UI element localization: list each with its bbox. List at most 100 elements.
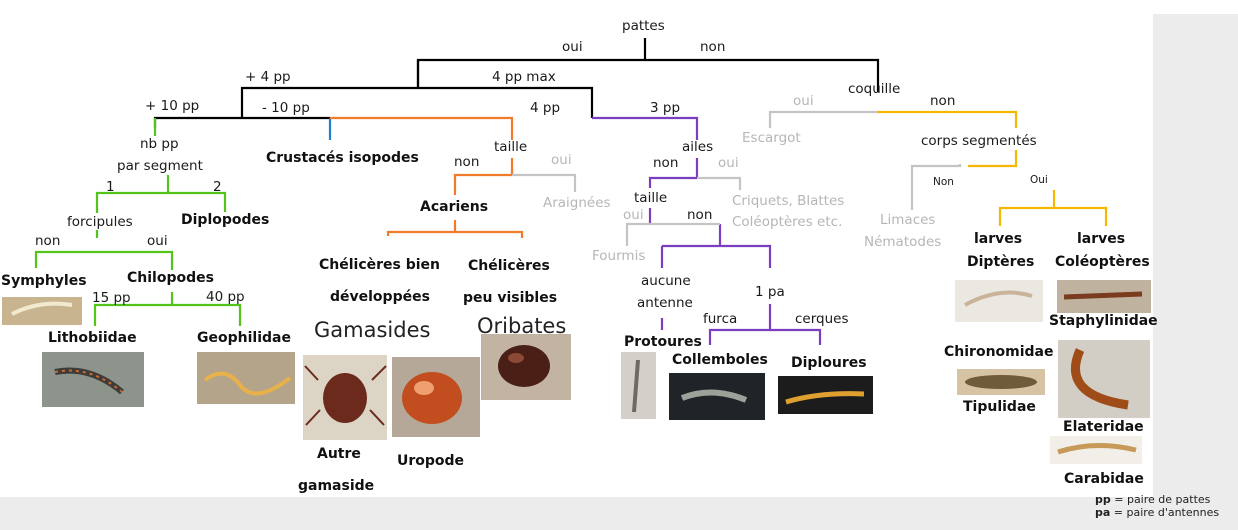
label-15pp: 15 pp	[92, 290, 131, 306]
label-oui-coquille: oui	[793, 93, 814, 109]
label-corps-segmentes: corps segmentés	[921, 133, 1037, 149]
label-collemboles: Collemboles	[672, 352, 768, 368]
label-coleopteres-etc: Coléoptères etc.	[732, 214, 843, 230]
label-oui-segmentes: Oui	[1030, 174, 1048, 186]
label-limaces: Limaces	[880, 212, 936, 228]
label-crustaces-isopodes: Crustacés isopodes	[266, 150, 419, 166]
label-par-segment: par segment	[117, 158, 203, 174]
label-escargot: Escargot	[742, 130, 801, 146]
label-autre: Autre	[317, 446, 361, 462]
label-oui-taille: oui	[551, 152, 572, 168]
label-antenne: antenne	[637, 295, 693, 311]
label-coquille: coquille	[848, 81, 901, 97]
label-dipteres: Diptères	[967, 254, 1035, 270]
photo-protoures	[621, 352, 656, 419]
label-diploures: Diploures	[791, 355, 867, 371]
label-oui-top: oui	[562, 39, 583, 55]
label-staphylinidae: Staphylinidae	[1049, 313, 1158, 329]
orange-branches	[330, 116, 524, 238]
label-nb-pp: nb pp	[140, 136, 179, 152]
label-gamaside: gamaside	[298, 478, 375, 494]
label-forcipules: forcipules	[67, 214, 133, 230]
label-2: 2	[213, 179, 222, 195]
photo-carabidae	[1050, 436, 1142, 464]
photo-gamaside	[303, 355, 387, 440]
label-1: 1	[106, 179, 115, 195]
label-oui-forcipules: oui	[147, 233, 168, 249]
label-chilopodes: Chilopodes	[127, 270, 214, 286]
label-ailes: ailes	[682, 139, 714, 155]
right-margin-band	[1153, 14, 1238, 497]
photo-larves-dipteres	[955, 280, 1043, 322]
label-symphyles: Symphyles	[1, 273, 87, 289]
legend-pp-def: = paire de pattes	[1110, 493, 1211, 506]
label-plus10pp: + 10 pp	[145, 98, 200, 114]
label-cheliceres-bien-1: Chélicères bien	[319, 257, 441, 273]
label-cheliceres-peu-1: Chélicères	[468, 258, 550, 274]
yellow-branches	[878, 110, 1108, 226]
label-fourmis: Fourmis	[592, 248, 646, 264]
abbreviation-legend: pp = paire de pattes pa = paire d'antenn…	[1095, 493, 1220, 519]
label-coleopteres: Coléoptères	[1055, 254, 1150, 270]
label-criquets-blattes: Criquets, Blattes	[732, 193, 845, 209]
label-non-ailes: non	[653, 155, 679, 171]
label-non-top: non	[700, 39, 726, 55]
label-4pp-max: 4 pp max	[492, 69, 556, 85]
label-non-coquille: non	[930, 93, 956, 109]
gray-branches	[768, 110, 962, 210]
label-tipulidae: Tipulidae	[963, 399, 1036, 415]
photo-diploures	[778, 376, 873, 414]
label-non-taille: non	[454, 154, 480, 170]
photo-uropode	[392, 357, 480, 437]
label-non-taille-2: non	[687, 207, 713, 223]
label-taille: taille	[494, 139, 528, 155]
label-aucune: aucune	[641, 273, 691, 289]
label-gamasides: Gamasides	[314, 318, 431, 342]
label-pattes: pattes	[622, 18, 665, 34]
label-oribates: Oribates	[477, 314, 567, 338]
label-larves-right: larves	[1077, 231, 1126, 247]
label-nematodes: Nématodes	[864, 234, 942, 250]
label-minus10pp: - 10 pp	[262, 100, 310, 116]
label-non-forcipules: non	[35, 233, 61, 249]
footer-band	[0, 497, 1238, 530]
label-oui-ailes: oui	[718, 155, 739, 171]
photo-oribates	[481, 334, 571, 400]
label-oui-taille-2: oui	[623, 207, 644, 223]
photo-geophilidae	[197, 352, 295, 404]
photo-elateridae	[1058, 340, 1150, 418]
label-protoures: Protoures	[624, 334, 702, 350]
photo-collemboles	[669, 373, 765, 420]
label-elateridae: Elateridae	[1063, 419, 1144, 435]
label-araignees: Araignées	[543, 195, 611, 211]
label-cerques: cerques	[795, 311, 849, 327]
legend-pp-abbr: pp	[1095, 493, 1111, 506]
green-branches	[34, 118, 242, 326]
label-3pp: 3 pp	[650, 100, 681, 116]
label-cheliceres-peu-2: peu visibles	[463, 290, 558, 306]
label-carabidae: Carabidae	[1064, 471, 1144, 487]
label-taille-2: taille	[634, 190, 668, 206]
label-furca: furca	[703, 311, 738, 327]
label-non-segmentes: Non	[933, 176, 954, 188]
label-diplopodes: Diplopodes	[181, 212, 270, 228]
label-40pp: 40 pp	[206, 289, 245, 305]
label-uropode: Uropode	[397, 453, 465, 469]
legend-pa-abbr: pa	[1095, 505, 1111, 519]
photo-symphyles	[2, 297, 82, 325]
legend-pa-def: = paire d'antennes	[1110, 505, 1220, 519]
label-cheliceres-bien-2: développées	[330, 289, 430, 305]
photo-staphylinidae	[1057, 280, 1151, 313]
photo-lithobiidae	[42, 352, 144, 407]
label-1pa: 1 pa	[755, 284, 785, 300]
label-larves-left: larves	[974, 231, 1023, 247]
label-geophilidae: Geophilidae	[197, 330, 291, 346]
label-4pp: 4 pp	[530, 100, 561, 116]
label-acariens: Acariens	[420, 199, 489, 215]
label-lithobiidae: Lithobiidae	[48, 330, 137, 346]
photo-tipulidae	[957, 369, 1045, 395]
purple-branches	[592, 116, 822, 345]
label-plus4pp: + 4 pp	[245, 69, 291, 85]
label-chironomidae: Chironomidae	[944, 344, 1054, 360]
